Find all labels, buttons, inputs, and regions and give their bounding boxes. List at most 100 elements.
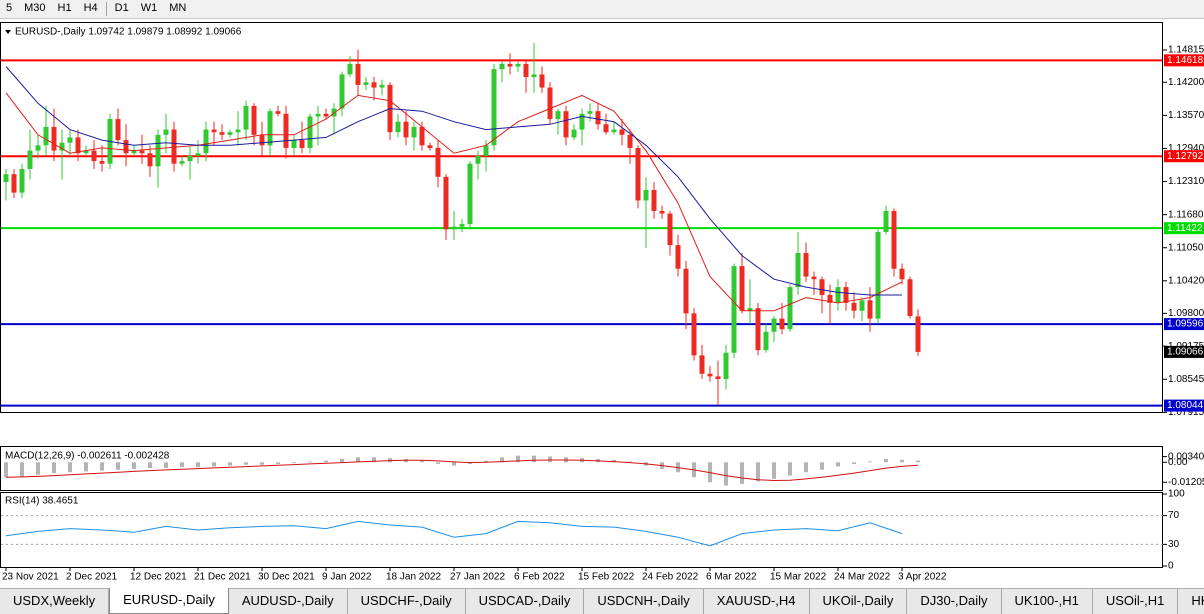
candle-body	[627, 134, 633, 148]
candle-body	[451, 226, 457, 230]
macd-bar	[228, 462, 232, 466]
timeframe-button[interactable]: MN	[169, 2, 187, 14]
macd-bar	[868, 461, 872, 463]
candle-body	[411, 126, 417, 138]
macd-bar	[916, 460, 920, 463]
macd-bar	[260, 462, 264, 465]
chart-tab[interactable]: USDCHF-,Daily	[348, 589, 466, 614]
candle-body	[355, 63, 361, 85]
candle-body	[403, 121, 409, 138]
macd-bar	[356, 457, 360, 463]
candle-body	[243, 105, 249, 130]
candle-body	[587, 111, 593, 114]
rsi-title: RSI(14) 38.4651	[5, 496, 79, 507]
candle-body	[99, 161, 105, 164]
macd-panel	[0, 446, 1163, 491]
candle-body	[491, 69, 497, 146]
candle-body	[827, 294, 833, 303]
chart-tab[interactable]: AUDUSD-,Daily	[229, 589, 348, 614]
candle-body	[707, 373, 713, 377]
timeframe-button[interactable]: 5	[6, 2, 13, 14]
candle-body	[579, 113, 585, 130]
candle-body	[891, 210, 897, 269]
candle-body	[555, 111, 561, 120]
y-tick-label: 0	[1168, 561, 1174, 572]
candle-body	[683, 268, 689, 314]
x-tick-label: 15 Mar 2022	[770, 572, 827, 583]
macd-bar	[4, 462, 8, 478]
x-tick-label: 15 Feb 2022	[578, 572, 635, 583]
chart-tab[interactable]: XAUUSD-,H4	[704, 589, 810, 614]
macd-bar	[36, 462, 40, 475]
x-tick-label: 30 Dec 2021	[258, 572, 315, 583]
level-label: 1.08044	[1167, 400, 1204, 411]
candle-body	[115, 119, 121, 141]
y-tick-label: 70	[1168, 510, 1180, 521]
candle-body	[691, 313, 697, 356]
chart-tab[interactable]: USDX,Weekly	[0, 589, 110, 614]
candle-body	[459, 224, 465, 227]
candle-body	[523, 63, 529, 78]
candle-body	[915, 316, 921, 352]
candle-body	[675, 245, 681, 269]
y-tick-label: 30	[1168, 539, 1180, 550]
macd-bar	[836, 462, 840, 467]
menu-triangle	[5, 30, 11, 34]
timeframe-button[interactable]: H4	[83, 2, 98, 14]
candle-body	[499, 63, 505, 70]
x-tick-label: 27 Jan 2022	[450, 572, 505, 583]
candle-body	[203, 129, 209, 154]
candle-body	[299, 140, 305, 148]
plot	[1, 42, 1162, 407]
candle-body	[651, 189, 657, 211]
candle-body	[859, 300, 865, 311]
chart-tab[interactable]: USDCNH-,Daily	[584, 589, 704, 614]
y-tick-label: 0.003408	[1168, 451, 1204, 462]
level-label: 1.14618	[1167, 55, 1204, 66]
candle-body	[123, 140, 129, 154]
y-tick-label: 1.11680	[1168, 209, 1204, 220]
candle-body	[571, 129, 577, 138]
macd-bar	[756, 462, 760, 482]
level-label-box	[1164, 54, 1204, 67]
y-tick-label: 1.12940	[1168, 143, 1204, 154]
candle-body	[819, 279, 825, 295]
macd-bar	[612, 459, 616, 463]
candle-body	[155, 134, 161, 167]
chart-tab[interactable]: UKOil-,Daily	[810, 589, 908, 614]
candle-body	[179, 161, 185, 164]
chart-tab[interactable]: USDCAD-,Daily	[466, 589, 585, 614]
candle-body	[787, 287, 793, 330]
chart-tab[interactable]: UK100-,H1	[1002, 589, 1093, 614]
candle-body	[267, 111, 273, 146]
background	[0, 18, 1204, 588]
candle-body	[851, 302, 857, 311]
candle-body	[611, 129, 617, 133]
macd-bar	[276, 462, 280, 464]
x-tick-label: 6 Mar 2022	[706, 572, 757, 583]
chart-tab[interactable]: USOil-,H1	[1093, 589, 1179, 614]
candle-body	[83, 150, 89, 154]
candle-body	[427, 145, 433, 148]
last-price-box	[1164, 345, 1204, 358]
x-tick-label: 24 Feb 2022	[642, 572, 699, 583]
level-label: 1.11422	[1167, 223, 1203, 234]
timeframe-button[interactable]: H1	[57, 2, 72, 14]
x-tick-label: 18 Jan 2022	[386, 572, 441, 583]
timeframe-button[interactable]: W1	[140, 2, 158, 14]
x-tick-label: 12 Dec 2021	[130, 572, 187, 583]
macd-bar	[308, 461, 312, 463]
chart-tab[interactable]: EURUSD-,Daily	[109, 588, 229, 614]
candle-body	[35, 145, 41, 151]
candle-body	[739, 266, 745, 311]
candle-body	[331, 108, 337, 117]
chart-tab[interactable]: HK50-,H1	[1178, 589, 1204, 614]
timeframe-button[interactable]: M30	[24, 2, 46, 14]
candle-body	[283, 113, 289, 148]
candle-body	[883, 210, 889, 232]
timeframe-button[interactable]: D1	[114, 2, 129, 14]
tab-bar: USDX,Weekly EURUSD-,Daily AUDUSD-,Daily USD…	[0, 588, 1204, 614]
level-label-box	[1164, 399, 1204, 412]
chart-tab[interactable]: DJ30-,Daily	[907, 589, 1002, 614]
macd-bar	[180, 462, 184, 468]
